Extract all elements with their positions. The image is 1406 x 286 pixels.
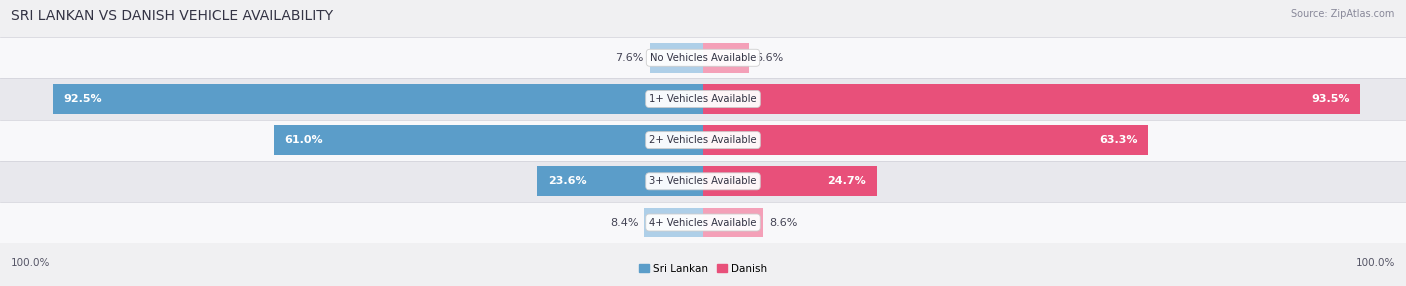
Text: 93.5%: 93.5%	[1312, 94, 1350, 104]
Bar	[0, 202, 1406, 243]
Bar	[703, 43, 749, 73]
Text: 92.5%: 92.5%	[63, 94, 101, 104]
Text: No Vehicles Available: No Vehicles Available	[650, 53, 756, 63]
Text: 24.7%: 24.7%	[827, 176, 866, 186]
Text: 3+ Vehicles Available: 3+ Vehicles Available	[650, 176, 756, 186]
Text: 6.6%: 6.6%	[755, 53, 783, 63]
Bar	[537, 166, 703, 196]
Bar	[703, 84, 1361, 114]
Text: 8.4%: 8.4%	[610, 218, 638, 227]
Bar	[644, 208, 703, 237]
Bar	[0, 161, 1406, 202]
Text: 7.6%: 7.6%	[616, 53, 644, 63]
Bar	[0, 120, 1406, 161]
Text: 2+ Vehicles Available: 2+ Vehicles Available	[650, 135, 756, 145]
Text: 23.6%: 23.6%	[548, 176, 586, 186]
Bar	[703, 166, 877, 196]
Text: 63.3%: 63.3%	[1099, 135, 1137, 145]
Bar	[0, 37, 1406, 78]
Text: 61.0%: 61.0%	[285, 135, 323, 145]
Bar	[703, 208, 763, 237]
Bar	[650, 43, 703, 73]
Bar	[0, 78, 1406, 120]
Text: 100.0%: 100.0%	[1355, 258, 1395, 268]
Text: 1+ Vehicles Available: 1+ Vehicles Available	[650, 94, 756, 104]
Legend: Sri Lankan, Danish: Sri Lankan, Danish	[634, 260, 772, 278]
Text: 100.0%: 100.0%	[11, 258, 51, 268]
Text: 4+ Vehicles Available: 4+ Vehicles Available	[650, 218, 756, 227]
Bar	[703, 125, 1147, 155]
Bar	[53, 84, 703, 114]
Text: SRI LANKAN VS DANISH VEHICLE AVAILABILITY: SRI LANKAN VS DANISH VEHICLE AVAILABILIT…	[11, 9, 333, 23]
Bar	[274, 125, 703, 155]
Text: Source: ZipAtlas.com: Source: ZipAtlas.com	[1291, 9, 1395, 19]
Text: 8.6%: 8.6%	[769, 218, 797, 227]
